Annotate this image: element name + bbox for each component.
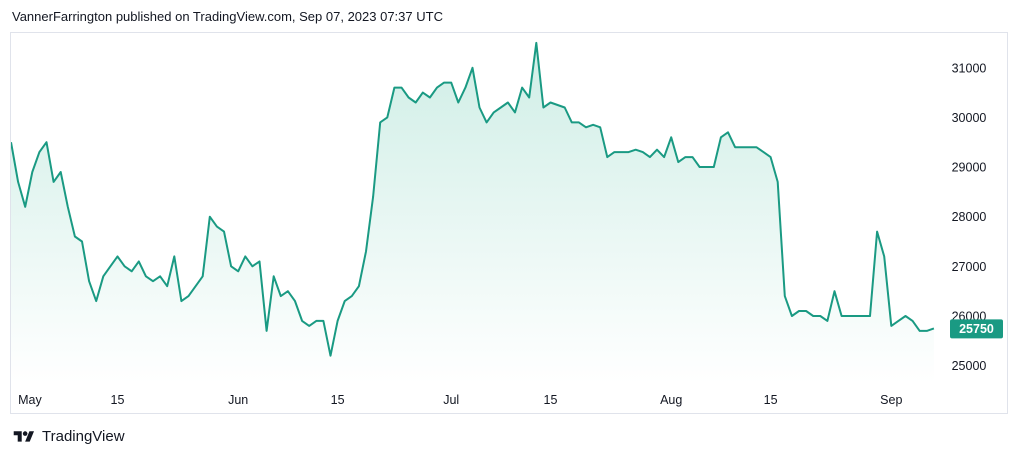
last-price-label: 25750 [959, 322, 994, 336]
x-tick-label: 15 [544, 393, 558, 407]
x-tick-label: Aug [660, 393, 682, 407]
y-tick-label: 27000 [952, 260, 987, 274]
chart-frame [10, 32, 1008, 414]
x-tick-label: 15 [111, 393, 125, 407]
x-tick-label: 15 [331, 393, 345, 407]
x-tick-label: 15 [764, 393, 778, 407]
x-tick-label: Jun [228, 393, 248, 407]
last-price-badge [950, 319, 1003, 339]
price-series-line[interactable] [11, 41, 935, 357]
y-tick-label: 30000 [952, 111, 987, 125]
price-area-fill [11, 42, 934, 383]
y-tick-label: 31000 [952, 61, 987, 75]
y-tick-label: 29000 [952, 161, 987, 175]
x-tick-label: May [18, 393, 42, 407]
y-tick-label: 25000 [952, 359, 987, 373]
x-tick-label: Jul [443, 393, 459, 407]
x-tick-label: Sep [880, 393, 902, 407]
y-tick-label: 28000 [952, 210, 987, 224]
tradingview-brand[interactable]: TradingView [12, 428, 125, 445]
publisher-attribution: VannerFarrington published on TradingVie… [12, 9, 443, 24]
brand-name: TradingView [42, 428, 125, 445]
tradingview-logo-icon [13, 430, 34, 442]
